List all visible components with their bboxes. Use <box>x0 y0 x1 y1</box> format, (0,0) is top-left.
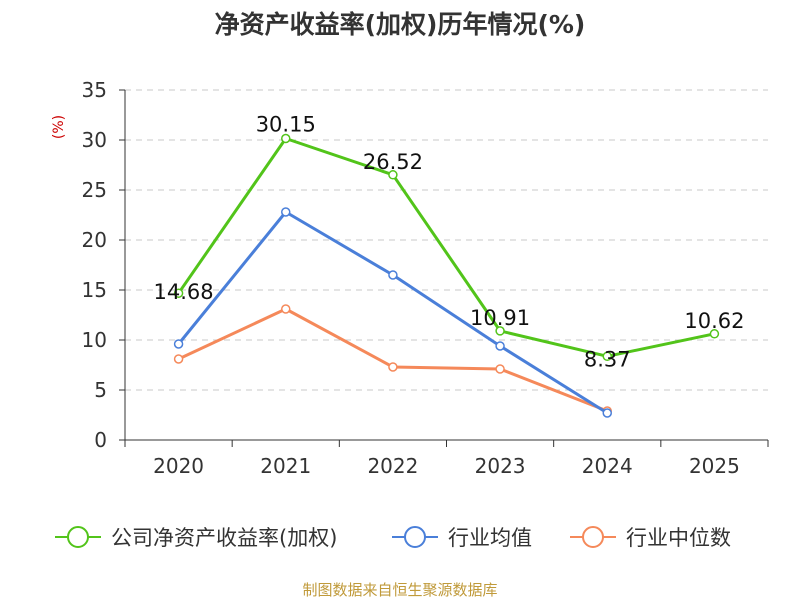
data-label-2020: 14.68 <box>154 280 214 304</box>
x-tick-label-2022: 2022 <box>367 454 418 478</box>
y-axis-unit: (%) <box>51 115 67 139</box>
series-0-point-3 <box>495 326 505 336</box>
x-tick-label-2023: 2023 <box>475 454 526 478</box>
y-tick-label-15: 15 <box>82 278 107 302</box>
legend-item-1: 行业均值 <box>392 526 532 550</box>
series-line-0 <box>177 137 715 358</box>
x-tick-label-2024: 2024 <box>582 454 633 478</box>
y-axis-ticks: 0 5 10 15 20 25 30 35 <box>82 78 107 452</box>
series-1-point-1 <box>281 207 291 217</box>
data-label-2023: 10.91 <box>470 306 530 330</box>
series-0-point-2 <box>388 170 398 180</box>
data-labels: 14.68 30.15 26.52 10.91 8.37 10.62 <box>154 113 745 372</box>
series-1-point-0 <box>173 339 184 349</box>
legend-marker-1 <box>404 526 426 548</box>
x-tick-label-2020: 2020 <box>153 454 204 478</box>
legend-label-1: 行业均值 <box>448 526 532 550</box>
grid-lines <box>125 89 768 391</box>
x-tick-label-2025: 2025 <box>689 454 740 478</box>
series-2-point-0 <box>173 354 184 364</box>
legend-label-0: 公司净资产收益率(加权) <box>111 526 337 550</box>
series-2-point-3 <box>495 364 505 374</box>
data-label-2024: 8.37 <box>584 347 631 371</box>
series-1-point-4 <box>602 408 612 418</box>
series-2-point-1 <box>281 304 291 314</box>
axes <box>119 89 769 447</box>
series-line-1 <box>177 210 609 415</box>
chart-title: 净资产收益率(加权)历年情况(%) <box>215 10 586 39</box>
y-tick-label-20: 20 <box>82 228 107 252</box>
y-tick-label-0: 0 <box>94 428 107 452</box>
legend-marker-0 <box>67 526 89 548</box>
series-0-point-0 <box>173 288 184 298</box>
source-footer: 制图数据来自恒生聚源数据库 <box>302 581 497 599</box>
legend-item-2: 行业中位数 <box>570 526 731 550</box>
series-1-point-3 <box>495 341 505 351</box>
series-0-point-1 <box>281 133 291 144</box>
y-tick-label-10: 10 <box>82 328 107 352</box>
legend: 公司净资产收益率(加权) 行业均值 行业中位数 <box>55 526 731 550</box>
data-label-2021: 30.15 <box>256 113 316 137</box>
legend-label-2: 行业中位数 <box>626 526 731 550</box>
legend-item-0: 公司净资产收益率(加权) <box>55 526 337 550</box>
series-2-point-2 <box>388 362 398 372</box>
series-line-2 <box>177 307 608 413</box>
series-1-point-2 <box>388 270 398 280</box>
legend-marker-2 <box>582 526 604 548</box>
series-group <box>173 133 720 418</box>
data-label-2022: 26.52 <box>363 150 423 174</box>
x-axis-ticks: 2020 2021 2022 2023 2024 2025 <box>153 454 740 478</box>
y-tick-label-30: 30 <box>82 128 107 152</box>
series-0-point-4 <box>602 351 612 362</box>
series-0-point-5 <box>709 329 720 339</box>
data-label-2025: 10.62 <box>684 309 744 333</box>
x-tick-label-2021: 2021 <box>260 454 311 478</box>
y-tick-label-25: 25 <box>82 178 107 202</box>
y-tick-label-35: 35 <box>82 78 107 102</box>
y-tick-label-5: 5 <box>94 378 107 402</box>
